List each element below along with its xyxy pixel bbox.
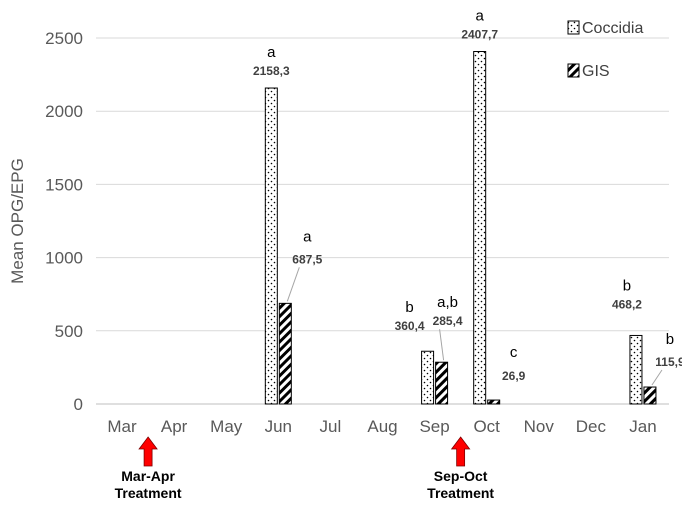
legend-swatch-gis (567, 63, 580, 78)
bar-coccidia-sep (421, 350, 435, 405)
x-tick-label-jul: Jul (320, 417, 342, 436)
data-label: 468,2 (612, 297, 642, 311)
bar-gis-sep (435, 361, 449, 405)
significance-letter: c (510, 344, 518, 361)
bars (264, 51, 657, 405)
significance-letter: a,b (437, 294, 458, 311)
gridlines (96, 37, 669, 405)
significance-letter: a (303, 228, 312, 245)
label-leader-line (286, 267, 300, 302)
legend-label-coccidia: Coccidia (582, 20, 643, 37)
significance-letter: b (623, 277, 631, 294)
y-axis-label: Mean OPG/EPG (8, 158, 27, 284)
bar-coccidia-jan (629, 334, 643, 405)
data-label: 360,4 (395, 319, 425, 333)
y-tick-label: 2500 (45, 29, 83, 48)
y-tick-label: 1500 (45, 175, 83, 194)
x-tick-label-sep: Sep (419, 417, 449, 436)
x-tick-label-mar: Mar (107, 417, 137, 436)
x-axis-ticks: Mar Apr May Jun Jul Aug Sep Oct Nov Dec Jan (107, 417, 656, 436)
label-leader-line (439, 329, 445, 361)
x-tick-label-dec: Dec (576, 417, 607, 436)
treatment-arrow-mar-apr (138, 436, 158, 467)
y-tick-label: 500 (55, 322, 83, 341)
label-leader-line (651, 369, 663, 386)
data-label: 687,5 (292, 252, 322, 266)
treatment-arrow-sep-oct (450, 436, 471, 467)
treatment-label-line1: Mar-Apr (121, 468, 175, 484)
legend-swatch-coccidia (567, 20, 580, 35)
bar-coccidia-jun (264, 87, 278, 405)
legend: Coccidia GIS (567, 20, 643, 80)
y-axis-ticks: 0 500 1000 1500 2000 2500 (45, 29, 83, 414)
data-label: 2407,7 (461, 28, 498, 42)
significance-letter: b (666, 331, 674, 348)
x-tick-label-nov: Nov (524, 417, 555, 436)
x-tick-label-apr: Apr (161, 417, 188, 436)
y-tick-label: 0 (74, 395, 83, 414)
y-tick-label: 2000 (45, 102, 83, 121)
data-labels: 2158,3 a 360,4 b 2407,7 a 468,2 b 687,5 a 285,4 a,b… (253, 8, 682, 386)
significance-letter: a (267, 44, 276, 61)
x-tick-label-aug: Aug (367, 417, 397, 436)
x-tick-label-oct: Oct (473, 417, 500, 436)
x-tick-label-jan: Jan (629, 417, 656, 436)
significance-letter: b (405, 299, 413, 316)
bar-gis-jun (278, 302, 292, 405)
legend-label-gis: GIS (582, 63, 610, 80)
significance-letter: a (476, 8, 485, 25)
bar-coccidia-oct (473, 51, 487, 405)
x-tick-label-may: May (210, 417, 243, 436)
data-label: 26,9 (502, 369, 526, 383)
x-tick-label-jun: Jun (265, 417, 292, 436)
bar-gis-jan (643, 386, 657, 405)
treatment-label-line2: Treatment (427, 485, 494, 501)
data-label: 285,4 (433, 314, 463, 328)
data-label: 2158,3 (253, 64, 290, 78)
treatment-label-line2: Treatment (115, 485, 182, 501)
treatment-label-line1: Sep-Oct (434, 468, 488, 484)
y-tick-label: 1000 (45, 249, 83, 268)
data-label: 115,9 (655, 355, 682, 369)
bar-gis-oct (487, 399, 501, 405)
